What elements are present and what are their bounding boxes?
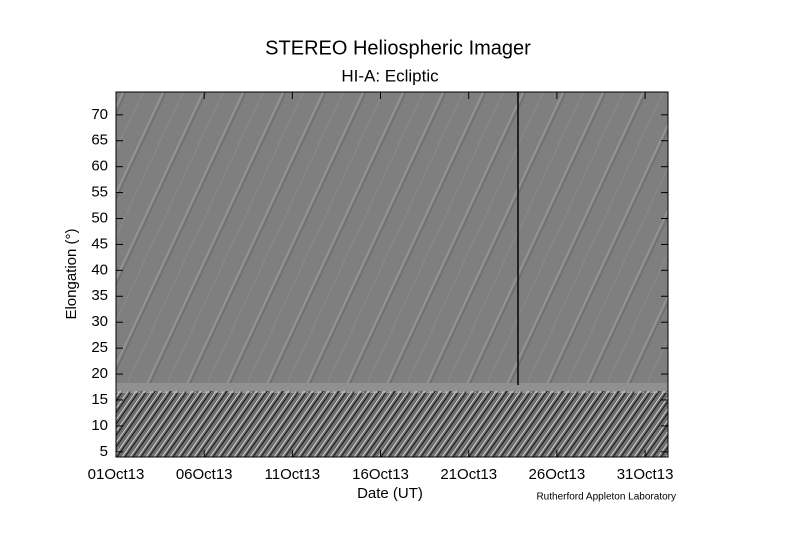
plot-frame (115, 91, 669, 458)
y-tick-label: 35 (91, 287, 108, 304)
y-tick-label: 30 (91, 313, 108, 330)
y-tick-label: 55 (91, 184, 108, 201)
x-tick-label: 01Oct13 (88, 466, 145, 483)
y-tick-label: 45 (91, 235, 108, 252)
chart-subtitle: HI-A: Ecliptic (341, 66, 439, 85)
y-tick-label: 50 (91, 209, 108, 226)
plot-area (115, 91, 669, 458)
x-tick-label: 06Oct13 (176, 466, 233, 483)
credit: Rutherford Appleton Laboratory (536, 492, 676, 503)
y-tick-label: 20 (91, 365, 108, 382)
y-tick-label: 70 (91, 106, 108, 123)
y-axis-label: Elongation (°) (63, 228, 80, 319)
x-tick-label: 21Oct13 (440, 466, 497, 483)
y-tick-label: 40 (91, 261, 108, 278)
y-tick-label: 25 (91, 339, 108, 356)
field-boundary (116, 383, 668, 391)
chart-title: STEREO Heliospheric Imager (265, 37, 531, 59)
x-tick-label: 26Oct13 (529, 466, 586, 483)
x-axis-label: Date (UT) (357, 485, 423, 502)
y-tick-label: 65 (91, 132, 108, 149)
x-tick-label: 11Oct13 (265, 466, 321, 483)
y-tick-label: 15 (91, 391, 108, 408)
y-tick-label: 60 (91, 158, 108, 175)
y-tick-label: 10 (91, 417, 108, 434)
x-tick-label: 31Oct13 (617, 466, 674, 483)
jmap-inner-field (116, 385, 668, 457)
y-tick-label: 5 (100, 443, 108, 460)
x-tick-label: 16Oct13 (352, 466, 409, 483)
